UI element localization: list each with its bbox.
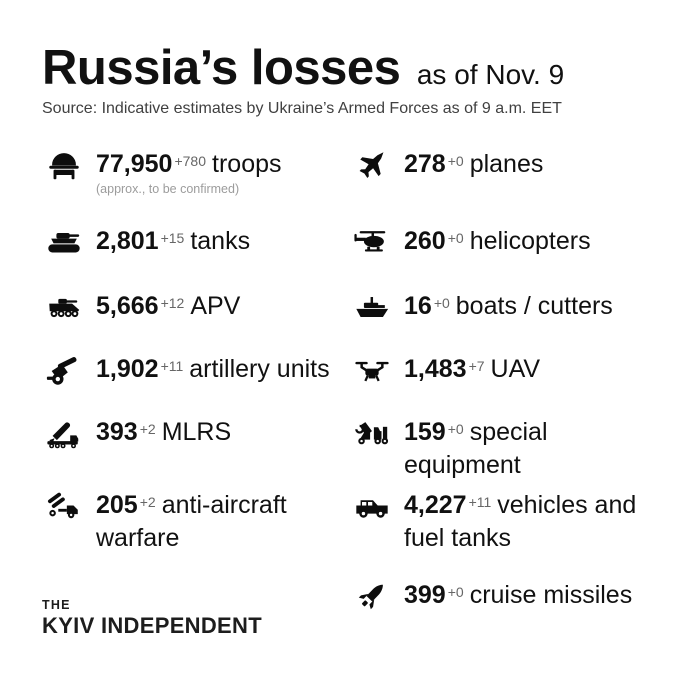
stat-mlrs: 393 +2 MLRS xyxy=(42,416,350,489)
stat-label: planes xyxy=(469,150,544,178)
page-title: Russia’s losses xyxy=(42,41,401,95)
stat-label: helicopters xyxy=(469,227,591,255)
stat-delta: +12 xyxy=(160,295,185,311)
stat-text: 205 +2 anti-aircraft warfare xyxy=(96,489,350,555)
stat-text: 4,227 +11 vehicles and fuel tanks xyxy=(404,489,660,555)
stat-apv: 5,666 +12 APV xyxy=(42,290,350,353)
stat-label: troops xyxy=(212,150,282,178)
page-subtitle: as of Nov. 9 xyxy=(416,59,565,90)
stat-text: 2,801 +15 tanks xyxy=(96,225,250,258)
stat-value: 399 xyxy=(404,581,446,609)
stat-label: cruise missiles xyxy=(469,581,633,609)
stat-anti-aircraft: 205 +2 anti-aircraft warfare xyxy=(42,489,350,579)
stat-label: MLRS xyxy=(161,418,232,446)
jet-icon xyxy=(350,148,394,184)
stat-delta: +11 xyxy=(160,358,184,374)
stat-label: boats / cutters xyxy=(455,292,613,320)
stat-value: 2,801 xyxy=(96,227,159,255)
stat-text: 1,902 +11 artillery units xyxy=(96,353,330,386)
stat-planes: 278 +0 planes xyxy=(350,148,660,225)
logo-kyiv-independent: KYIV INDEPENDENT xyxy=(42,612,262,638)
stat-delta: +2 xyxy=(139,421,156,437)
stat-vehicles: 4,227 +11 vehicles and fuel tanks xyxy=(350,489,660,579)
stat-delta: +780 xyxy=(174,153,207,169)
drone-icon xyxy=(350,353,394,389)
stat-troops: 77,950 +780 troops (approx., to be confirm… xyxy=(42,148,350,225)
mlrs-icon xyxy=(42,416,86,452)
artillery-icon xyxy=(42,353,86,389)
boat-icon xyxy=(350,290,394,326)
stat-value: 1,483 xyxy=(404,355,467,383)
stat-label: vehicles and fuel tanks xyxy=(404,491,637,552)
stats-grid: 77,950 +780 troops (approx., to be confirm… xyxy=(42,148,660,649)
stat-cruise-missiles: 399 +0 cruise missiles xyxy=(350,579,660,649)
stat-text: 77,950 +780 troops (approx., to be confirm… xyxy=(96,148,282,197)
stat-uav: 1,483 +7 UAV xyxy=(350,353,660,416)
helmet-icon xyxy=(42,148,86,184)
stat-delta: +2 xyxy=(139,494,156,510)
stat-value: 4,227 xyxy=(404,491,467,519)
stat-artillery: 1,902 +11 artillery units xyxy=(42,353,350,416)
tank-icon xyxy=(42,225,86,261)
stat-value: 5,666 xyxy=(96,292,159,320)
stat-value: 77,950 xyxy=(96,150,173,178)
stat-helicopters: 260 +0 helicopters xyxy=(350,225,660,290)
stat-delta: +15 xyxy=(160,230,185,246)
anti-aircraft-truck-icon xyxy=(42,489,86,525)
stat-boats: 16 +0 boats / cutters xyxy=(350,290,660,353)
stat-text: 260 +0 helicopters xyxy=(404,225,591,258)
stat-delta: +0 xyxy=(447,421,464,437)
stat-delta: +0 xyxy=(447,584,464,600)
kyiv-independent-logo: THE KYIV INDEPENDENT xyxy=(42,599,262,637)
stat-delta: +11 xyxy=(468,494,492,510)
stat-note: (approx., to be confirmed) xyxy=(96,182,240,196)
stat-value: 16 xyxy=(404,292,432,320)
stat-tanks: 2,801 +15 tanks xyxy=(42,225,350,290)
stat-special-equipment: 159 +0 special equipment xyxy=(350,416,660,489)
stat-value: 260 xyxy=(404,227,446,255)
source-line: Source: Indicative estimates by Ukraine’… xyxy=(42,100,562,117)
logo-the: THE xyxy=(42,598,71,612)
stat-label: special equipment xyxy=(404,418,548,479)
stat-delta: +0 xyxy=(447,153,464,169)
stat-delta: +0 xyxy=(447,230,464,246)
helicopter-icon xyxy=(350,225,394,261)
stat-value: 205 xyxy=(96,491,138,519)
crane-truck-icon xyxy=(350,416,394,452)
apv-icon xyxy=(42,290,86,326)
stat-text: 16 +0 boats / cutters xyxy=(404,290,613,323)
stat-text: 399 +0 cruise missiles xyxy=(404,579,632,612)
jeep-icon xyxy=(350,489,394,525)
header: Russia’s losses as of Nov. 9 xyxy=(42,40,564,96)
stat-text: 1,483 +7 UAV xyxy=(404,353,540,386)
stat-label: artillery units xyxy=(189,355,330,383)
stat-value: 159 xyxy=(404,418,446,446)
stat-label: UAV xyxy=(490,355,541,383)
stat-text: 393 +2 MLRS xyxy=(96,416,231,449)
stat-value: 278 xyxy=(404,150,446,178)
stat-value: 1,902 xyxy=(96,355,159,383)
stat-delta: +0 xyxy=(433,295,450,311)
stat-label: APV xyxy=(190,292,241,320)
stat-text: 5,666 +12 APV xyxy=(96,290,240,323)
stat-text: 159 +0 special equipment xyxy=(404,416,660,482)
missile-icon xyxy=(350,579,394,615)
stat-delta: +7 xyxy=(468,358,485,374)
stat-label: tanks xyxy=(190,227,251,255)
stat-label: anti-aircraft warfare xyxy=(96,491,287,552)
stat-value: 393 xyxy=(96,418,138,446)
stat-text: 278 +0 planes xyxy=(404,148,543,181)
